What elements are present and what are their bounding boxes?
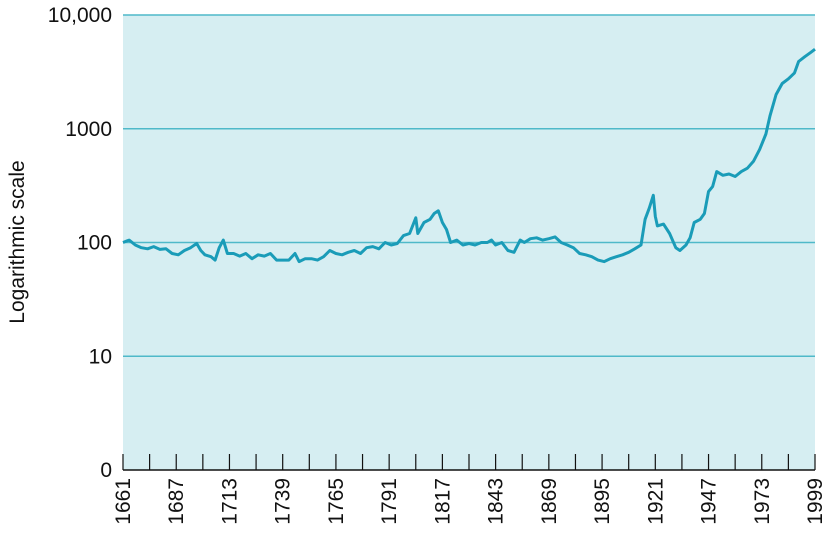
x-tick-label: 1843 [485, 478, 508, 525]
x-tick-label: 1713 [218, 478, 241, 525]
x-tick-label: 1921 [644, 478, 667, 525]
x-tick-label: 1947 [698, 478, 721, 525]
y-tick-label: 1000 [65, 118, 112, 141]
y-tick-label: 10,000 [48, 4, 112, 27]
x-tick-label: 1687 [165, 478, 188, 525]
x-tick-label: 1973 [751, 478, 774, 525]
y-axis-label: Logarithmic scale [6, 160, 29, 323]
y-tick-label: 0 [100, 459, 112, 482]
x-tick-label: 1999 [804, 478, 827, 525]
x-tick-label: 1739 [272, 478, 295, 525]
y-tick-label: 10 [89, 345, 112, 368]
data-line [122, 48, 816, 264]
x-tick-label: 1895 [591, 478, 614, 525]
x-tick-label: 1817 [431, 478, 454, 525]
x-tick-label: 1869 [538, 478, 561, 525]
x-tick-label: 1661 [112, 478, 135, 525]
y-tick-label: 100 [77, 232, 112, 255]
x-tick-label: 1765 [325, 478, 348, 525]
x-tick-label: 1791 [378, 478, 401, 525]
